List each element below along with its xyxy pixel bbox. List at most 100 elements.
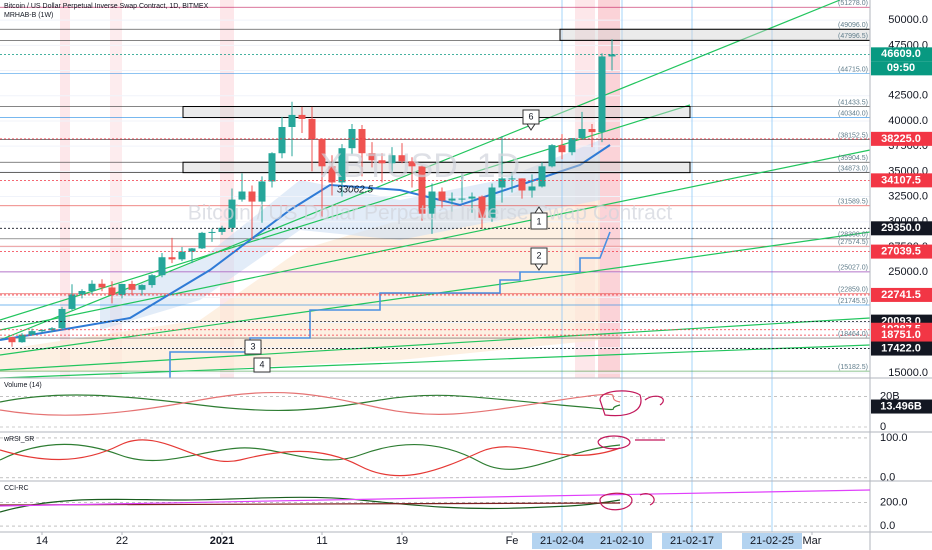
candle-body — [318, 139, 326, 167]
candle-body — [198, 232, 206, 249]
date-box — [742, 533, 802, 549]
price-tag-label: 17422.0 — [881, 342, 921, 354]
candle-body — [78, 291, 86, 295]
candle-body — [48, 328, 56, 330]
price-tag — [871, 221, 932, 236]
level-label: (41433.5) — [838, 99, 868, 106]
price-tag — [871, 173, 932, 188]
candle-body — [388, 155, 396, 164]
x-tick-label: Fe — [506, 535, 519, 547]
candle-body — [338, 148, 346, 183]
x-tick-label: 19 — [396, 535, 408, 547]
y-tick-label: 25000.0 — [888, 266, 928, 278]
y-tick-label: 200.0 — [880, 496, 908, 508]
x-tick-label: 2021 — [210, 535, 234, 547]
candle-body — [438, 191, 446, 201]
candle-body — [118, 283, 126, 295]
candle-body — [168, 257, 176, 260]
candle-body — [128, 283, 136, 290]
callout-box — [530, 206, 548, 230]
countdown-tag — [871, 61, 932, 76]
candle-body — [138, 285, 146, 290]
price-tag-label: 22741.5 — [881, 289, 921, 301]
level-label: (25027.0) — [838, 265, 868, 272]
candle-body — [8, 337, 16, 343]
annotation: 33062.5 — [337, 185, 374, 196]
callout-box — [522, 109, 540, 131]
candle-body — [288, 114, 296, 128]
y-tick-label: 50000.0 — [888, 14, 928, 26]
callout-box — [530, 247, 548, 271]
candle-body — [28, 331, 36, 335]
price-tag — [871, 341, 932, 356]
trend-line — [0, 317, 871, 371]
candle-body — [598, 56, 606, 133]
candle-body — [478, 196, 486, 218]
zone — [182, 161, 691, 174]
level-label: (27574.5) — [838, 239, 868, 246]
hand-drawing — [597, 435, 665, 450]
callout-label: 1 — [536, 216, 541, 226]
plot — [0, 28, 871, 349]
candle-body — [568, 138, 576, 153]
indicator-curves — [0, 390, 871, 513]
candle-body — [528, 186, 536, 191]
volume-curve — [0, 394, 621, 412]
callout-box — [244, 339, 262, 355]
candle-body — [548, 145, 556, 167]
level-label: (38152.5) — [838, 132, 868, 139]
trend-line — [0, 344, 871, 379]
candle-body — [218, 227, 226, 232]
date-box — [532, 533, 592, 549]
candle-body — [68, 294, 76, 309]
level-label: (47996.5) — [838, 33, 868, 40]
y-tick-label: 15000.0 — [888, 367, 928, 379]
candle-body — [498, 178, 506, 188]
level-label: (51278.0) — [838, 0, 868, 7]
band — [60, 0, 70, 378]
x-tick-label: Mar — [803, 535, 822, 547]
candle-body — [608, 54, 616, 57]
price-tag-label: 29350.0 — [881, 222, 921, 234]
candle-body — [18, 334, 26, 343]
level-label: (18464.0) — [838, 331, 868, 338]
rsi-curve — [0, 443, 621, 470]
candle-body — [408, 161, 416, 167]
level-label: (28308.0) — [838, 232, 868, 239]
candle-body — [228, 199, 236, 228]
level-label: (22859.0) — [838, 287, 868, 294]
level-label: (40340.0) — [838, 110, 868, 117]
candle-body — [578, 129, 586, 139]
grid — [0, 0, 870, 532]
candle-body — [358, 129, 366, 154]
candle-body — [458, 198, 466, 200]
candle-body — [588, 129, 596, 133]
watermark: XBTUSD, 1D — [320, 147, 520, 185]
candle-body — [298, 114, 306, 119]
x-tick-label: 11 — [316, 535, 327, 547]
y-tick-label: 0 — [880, 421, 886, 433]
y-tick-label: 32500.0 — [888, 190, 928, 202]
x-tick-label: 21-02-17 — [670, 535, 714, 547]
candle-body — [58, 308, 66, 329]
panel-title: CCI-RC — [4, 485, 29, 492]
candle-body — [418, 166, 426, 214]
price-tag-label: 38225.0 — [881, 133, 921, 145]
y-tick-label: 40000.0 — [888, 115, 928, 127]
price-tag-label: 34107.5 — [881, 174, 921, 186]
level-label: (35904.5) — [838, 155, 868, 162]
price-tag — [871, 287, 932, 302]
candle-body — [428, 191, 436, 214]
candle-body — [258, 181, 266, 202]
candle-body — [278, 127, 286, 154]
watermark-name: Bitcoin / US Dollar Perpetual Inverse Sw… — [188, 202, 673, 225]
candle-body — [468, 196, 476, 199]
candle-body — [268, 153, 276, 182]
callout-box — [253, 357, 271, 373]
hand-drawing — [599, 390, 664, 417]
level-label: (49096.0) — [838, 22, 868, 29]
hand-drawing — [599, 492, 655, 511]
subtitle: MRHAB-B (1W) — [4, 12, 53, 19]
price-tag — [871, 244, 932, 259]
